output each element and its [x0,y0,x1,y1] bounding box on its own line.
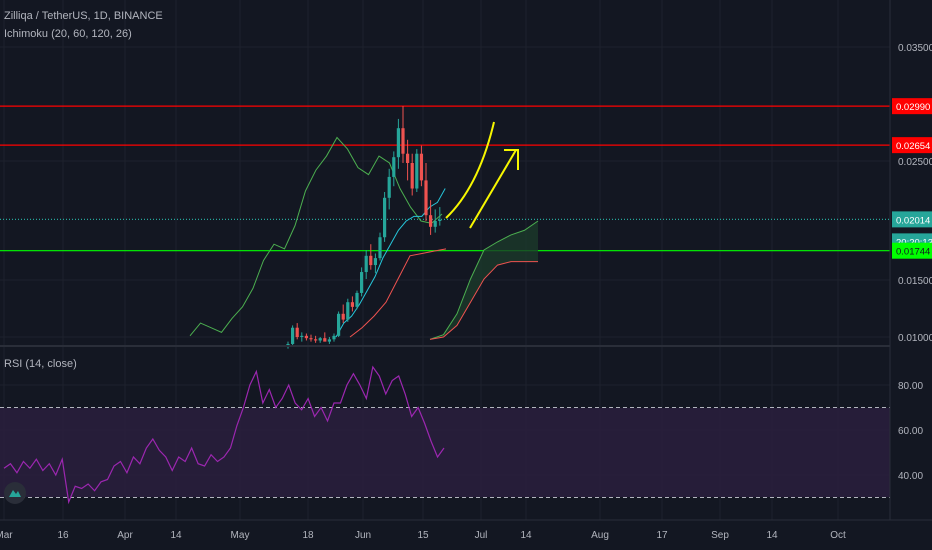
rsi-legend[interactable]: RSI (14, close) [4,358,77,370]
candle-body-15 [355,292,359,307]
time-tick-14: Oct [830,530,846,541]
candle-body-21 [383,197,387,238]
candle-body-4 [304,335,308,339]
price-candles [286,106,442,349]
candle-body-27 [410,163,414,189]
candle-body-16 [360,272,364,293]
candle-body-6 [314,339,318,341]
candle-body-14 [350,302,354,307]
arrow-head [504,149,519,170]
candle-body-25 [401,128,405,154]
time-tick-7: 15 [417,530,429,541]
rsi-tick-1: 60.00 [898,426,923,437]
candle-body-29 [419,153,423,181]
symbol-title[interactable]: Zilliqa / TetherUS, 1D, BINANCE [4,10,163,22]
candle-body-31 [429,215,433,227]
logo-glyph [9,490,21,497]
candle-body-19 [373,258,377,266]
rsi-tick-2: 40.00 [898,471,923,482]
candle-body-7 [318,338,322,341]
rsi-band [0,408,890,497]
candle-body-26 [406,153,410,163]
candle-body-20 [378,237,382,259]
candle-body-33 [438,219,442,221]
time-tick-12: Sep [711,530,729,541]
time-tick-1: 16 [57,530,69,541]
price-axis[interactable]: 0.03500 0.02500 0.01500 0.01000 80.00 60.00 40… [898,43,932,482]
candle-body-2 [295,327,299,337]
label-support: 0.01744 [896,247,930,258]
arrow-straight [469,149,517,229]
candle-body-3 [300,335,304,337]
candle-body-13 [346,302,350,320]
time-tick-13: 14 [766,530,778,541]
label-bg-resistance-upper [892,98,932,115]
time-axis[interactable]: Mar 16 Apr 14 May 18 Jun 15 Jul 14 Aug 17 Sep 14 Oct [0,530,846,541]
time-tick-6: Jun [355,530,371,541]
label-bg-resistance-lower [892,137,932,154]
ichimoku-legend[interactable]: Ichimoku (20, 60, 120, 26) [4,28,132,40]
base-line [349,248,447,338]
rsi-line [3,365,445,505]
label-resistance-upper: 0.02990 [896,102,930,113]
drawn-arrows [445,121,519,229]
time-tick-5: 18 [302,530,314,541]
candle-body-28 [415,153,419,189]
candle-body-1 [291,327,295,344]
candle-body-30 [424,180,428,216]
candle-body-23 [392,157,396,177]
label-last-price: 0.02014 [896,215,930,226]
time-tick-3: 14 [170,530,182,541]
candle-body-9 [327,339,331,342]
candle-body-10 [332,335,336,340]
cloud-upper-line [429,220,539,340]
time-tick-2: Apr [117,530,133,541]
price-tick-1: 0.02500 [898,157,932,168]
candle-body-8 [323,338,327,342]
tradingview-logo-icon[interactable] [4,482,26,504]
arrow-curve [445,121,495,219]
candle-body-32 [433,221,437,227]
time-tick-10: Aug [591,530,609,541]
candle-body-12 [341,313,345,320]
label-resistance-lower: 0.02654 [896,141,930,152]
candle-body-18 [369,255,373,266]
time-tick-8: Jul [475,530,488,541]
candle-body-11 [337,313,341,336]
candle-body-5 [309,338,313,340]
ichimoku-indicator [189,136,539,340]
label-bg-last-price [892,211,932,228]
price-tick-0: 0.03500 [898,43,932,54]
rsi-tick-0: 80.00 [898,381,923,392]
time-tick-4: May [231,530,250,541]
lagging-span [189,136,443,337]
time-tick-0: Mar [0,530,13,541]
price-tick-3: 0.01000 [898,333,932,344]
label-bg-support [892,242,932,259]
candle-body-22 [387,176,391,198]
time-tick-11: 17 [656,530,668,541]
candle-body-24 [396,128,400,158]
cloud-lower-line [429,261,538,340]
ichimoku-cloud [430,221,538,340]
candle-body-17 [364,255,368,273]
price-tick-2: 0.01500 [898,276,932,287]
rsi-indicator [3,365,445,505]
time-tick-9: 14 [520,530,532,541]
horizontal-levels [0,105,890,498]
